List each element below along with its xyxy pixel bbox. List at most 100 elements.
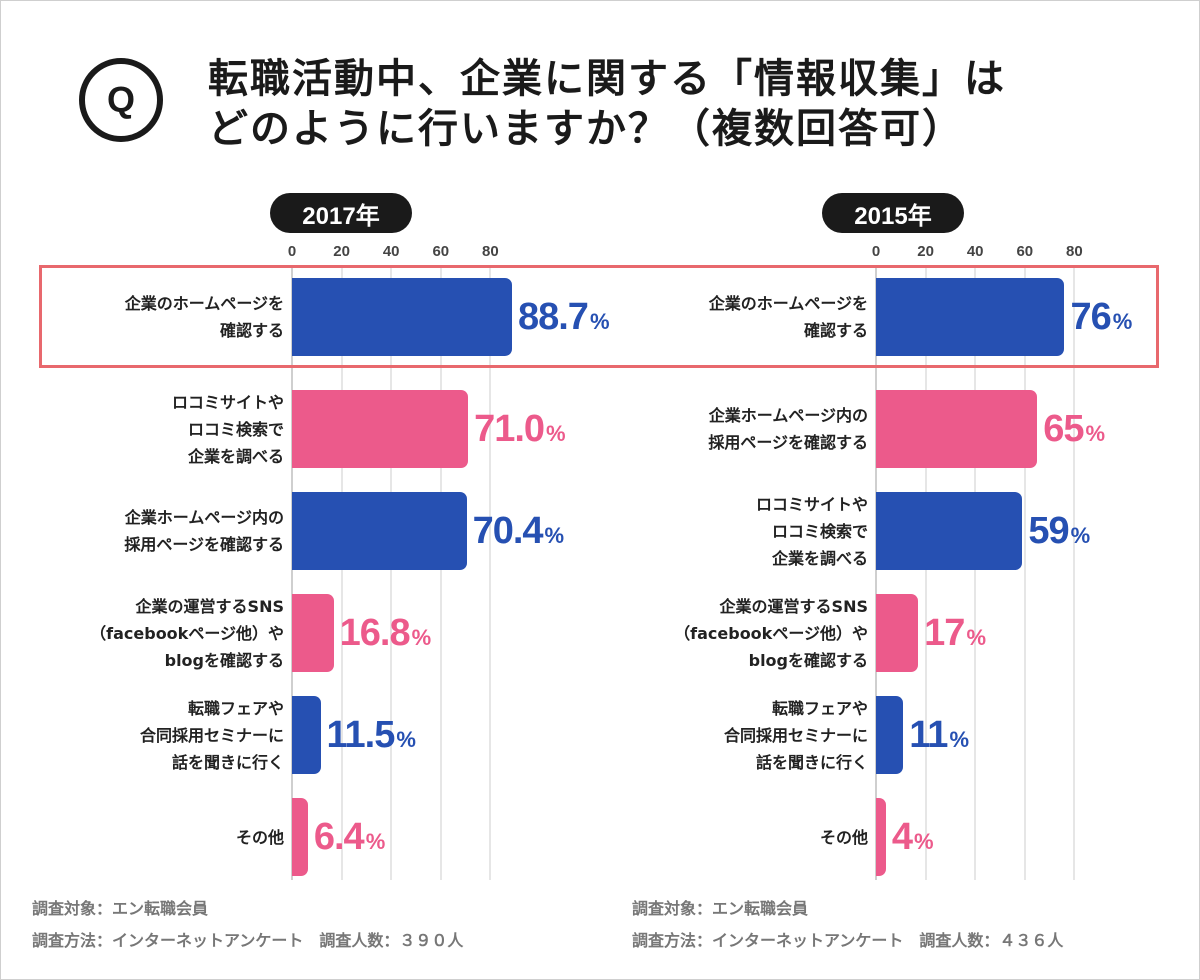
- value-label: 6.4%: [314, 798, 385, 876]
- category-label-line: （facebookページ他）や: [90, 623, 284, 643]
- tick-label: 60: [432, 243, 450, 260]
- category-label-line: 合同採用セミナーに: [723, 725, 868, 745]
- category-label-line: 企業を調べる: [771, 548, 868, 568]
- value-unit: %: [1112, 309, 1133, 334]
- tick-label: 60: [1016, 243, 1034, 260]
- year-pill-2015: 2015年: [822, 193, 964, 233]
- value-number: 17: [924, 611, 965, 654]
- value-number: 59: [1028, 509, 1069, 552]
- bar: [876, 594, 919, 672]
- tick-label: 80: [482, 243, 499, 260]
- value-unit: %: [544, 523, 565, 548]
- value-unit: %: [949, 727, 969, 752]
- bar: [876, 278, 1065, 356]
- category-label-line: 企業の運営するSNS: [135, 596, 284, 616]
- category-label-line: 企業ホームページ内の: [708, 406, 868, 425]
- bar: [292, 492, 467, 570]
- value-unit: %: [546, 421, 566, 446]
- value-unit: %: [1070, 523, 1091, 548]
- category-label-line: blogを確認する: [164, 650, 284, 670]
- bar: [876, 798, 886, 876]
- gridline: [390, 268, 393, 880]
- bar: [292, 390, 469, 468]
- category-label-line: その他: [235, 827, 284, 847]
- bar: [876, 696, 904, 774]
- category-label-line: 話を聞きに行く: [755, 752, 868, 772]
- bar: [292, 798, 308, 876]
- gridline: [340, 268, 343, 880]
- category-label: 転職フェアや合同採用セミナーに話を聞きに行く: [0, 690, 284, 780]
- value-unit: %: [411, 625, 432, 650]
- bar: [876, 492, 1023, 570]
- category-label-line: 話を聞きに行く: [171, 752, 284, 772]
- category-label: その他: [578, 792, 868, 882]
- category-label: 企業ホームページ内の 採用ページを確認する: [0, 486, 284, 576]
- category-label-line: blogを確認する: [748, 650, 868, 670]
- bar: [292, 696, 321, 774]
- category-label-line: 企業ホームページ内の: [124, 508, 284, 527]
- value-number: 6.4: [313, 815, 365, 858]
- value-label: 59%: [1028, 492, 1090, 570]
- value-label: 71.0%: [474, 390, 566, 468]
- value-unit: %: [966, 625, 986, 650]
- tick-label: 40: [966, 243, 984, 260]
- value-label: 16.8%: [340, 594, 432, 672]
- gridline: [974, 268, 977, 880]
- category-label-line: 転職フェアや: [187, 698, 284, 718]
- tick-label: 20: [333, 243, 350, 260]
- gridline: [1023, 268, 1026, 880]
- category-label-line: 確認する: [219, 321, 284, 340]
- tick-label: 80: [1066, 243, 1083, 260]
- gridline: [924, 268, 927, 880]
- bar: [292, 278, 512, 356]
- year-pill-2017: 2017年: [270, 193, 412, 233]
- footnote-method: 調査方法：インターネットアンケート 調査人数：３９０人: [32, 931, 464, 950]
- value-label: 76%: [1070, 278, 1132, 356]
- value-number: 71.0: [474, 407, 545, 450]
- q-icon: Q: [79, 58, 163, 142]
- value-label: 17%: [924, 594, 986, 672]
- category-label-line: 合同採用セミナーに: [139, 725, 284, 745]
- value-label: 88.7%: [518, 278, 610, 356]
- category-label-line: ロコミ検索で: [187, 419, 284, 439]
- bar: [876, 390, 1038, 468]
- footnote-method: 調査方法：インターネットアンケート 調査人数：４３６人: [632, 931, 1064, 950]
- value-unit: %: [1085, 421, 1106, 446]
- gridline: [439, 268, 442, 880]
- category-label-line: 転職フェアや: [771, 698, 868, 718]
- footnote-2017: 調査対象：エン転職会員 調査方法：インターネットアンケート 調査人数：３９０人: [32, 893, 463, 957]
- tick-label: 0: [287, 243, 297, 260]
- footnote-2015: 調査対象：エン転職会員 調査方法：インターネットアンケート 調査人数：４３６人: [632, 893, 1063, 957]
- category-label-line: ロコミサイトや: [755, 494, 868, 514]
- category-label-line: 企業のホームページを: [708, 294, 868, 313]
- value-label: 4%: [892, 798, 934, 876]
- value-number: 65: [1043, 407, 1084, 450]
- value-unit: %: [914, 829, 934, 854]
- category-label: 企業の運営するSNS （facebookページ他）や blogを確認する: [0, 588, 284, 678]
- gridline: [489, 268, 492, 880]
- value-unit: %: [365, 829, 386, 854]
- category-label: 転職フェアや合同採用セミナーに話を聞きに行く: [578, 690, 868, 780]
- category-label: 企業ホームページ内の 採用ページを確認する: [578, 384, 868, 474]
- category-label-line: 確認する: [803, 321, 868, 340]
- category-label-line: 企業のホームページを: [124, 294, 284, 313]
- footnote-target: 調査対象：エン転職会員: [32, 899, 209, 918]
- gridline: [1073, 268, 1076, 880]
- value-label: 65%: [1043, 390, 1105, 468]
- category-label: 企業のホームページを確認する: [578, 272, 868, 362]
- value-label: 11.5%: [327, 696, 416, 774]
- title-line-1: 転職活動中、企業に関する「情報収集」は: [208, 56, 1006, 102]
- value-unit: %: [589, 309, 610, 334]
- value-label: 70.4%: [473, 492, 565, 570]
- axis-line: [875, 268, 877, 880]
- value-number: 11.5: [326, 713, 396, 756]
- bar: [292, 594, 334, 672]
- value-number: 88.7: [517, 295, 589, 338]
- category-label-line: 企業を調べる: [187, 446, 284, 466]
- category-label: 企業の運営するSNS （facebookページ他）や blogを確認する: [578, 588, 868, 678]
- category-label: 企業のホームページを確認する: [0, 272, 284, 362]
- category-label-line: ロコミサイトや: [171, 392, 284, 412]
- question-title: 転職活動中、企業に関する「情報収集」は どのように行いますか？（複数回答可）: [208, 54, 1006, 154]
- tick-label: 0: [871, 243, 881, 260]
- category-label-line: （facebookページ他）や: [674, 623, 868, 643]
